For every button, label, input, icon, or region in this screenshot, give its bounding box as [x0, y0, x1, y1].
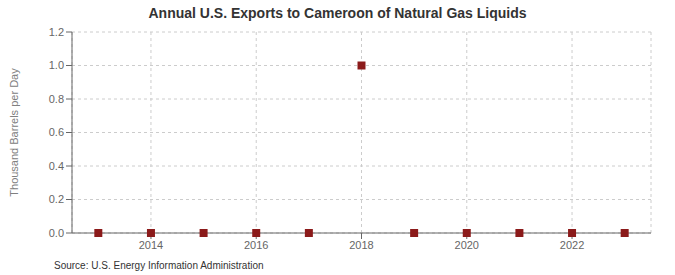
svg-text:2016: 2016 — [244, 239, 268, 251]
svg-text:0.0: 0.0 — [49, 227, 64, 239]
svg-text:2014: 2014 — [139, 239, 163, 251]
svg-text:2018: 2018 — [349, 239, 373, 251]
svg-text:0.8: 0.8 — [49, 93, 64, 105]
svg-text:0.4: 0.4 — [49, 160, 64, 172]
html-text:Source: U.S. Energy Informatio: Source: U.S. Energy Information Administ… — [54, 260, 264, 271]
html-text:Annual U.S. Exports to Cameroo: Annual U.S. Exports to Cameroon of Natur… — [148, 5, 527, 21]
svg-text:1.2: 1.2 — [49, 26, 64, 38]
svg-text:1.0: 1.0 — [49, 59, 64, 71]
svg-text:2020: 2020 — [455, 239, 479, 251]
svg-text:0.6: 0.6 — [49, 126, 64, 138]
svg-text:0.2: 0.2 — [49, 193, 64, 205]
svg-text:Thousand Barrels per Day: Thousand Barrels per Day — [8, 68, 20, 197]
svg-text:2022: 2022 — [560, 239, 584, 251]
